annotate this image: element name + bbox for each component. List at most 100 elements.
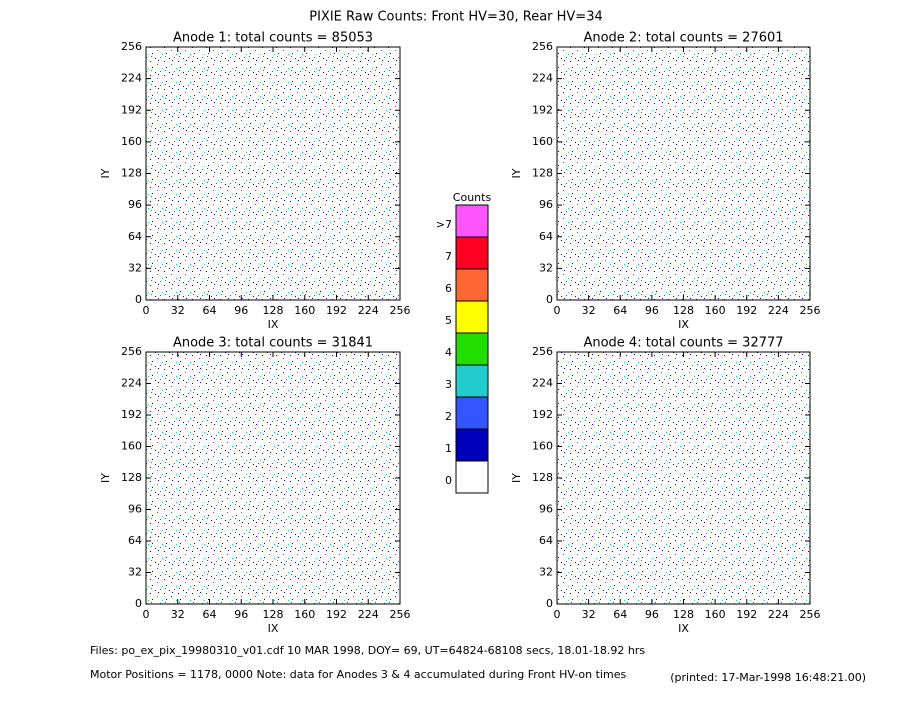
y-tick-label: 192 [121, 103, 142, 116]
x-axis-label: IX [268, 622, 279, 635]
x-axis-label: IX [678, 318, 689, 331]
x-tick-label: 256 [390, 304, 411, 317]
y-tick-label: 256 [532, 40, 553, 53]
x-tick-label: 256 [800, 304, 821, 317]
x-tick-label: 96 [645, 304, 659, 317]
y-tick-label: 224 [532, 72, 553, 85]
footer-files: Files: po_ex_pix_19980310_v01.cdf 10 MAR… [90, 644, 645, 657]
y-tick-label: 160 [121, 135, 142, 148]
colorbar-swatch [455, 364, 489, 398]
x-tick-label: 160 [705, 608, 726, 621]
x-tick-label: 128 [263, 304, 284, 317]
x-tick-label: 64 [203, 304, 217, 317]
y-tick-label: 0 [135, 293, 142, 306]
x-tick-label: 0 [143, 304, 150, 317]
y-tick-label: 64 [539, 230, 553, 243]
y-tick-label: 96 [539, 198, 553, 211]
panel-title: Anode 1: total counts = 85053 [173, 31, 373, 46]
x-tick-label: 64 [203, 608, 217, 621]
y-tick-label: 256 [532, 345, 553, 358]
heatmap-area [145, 351, 401, 605]
colorbar-label: 3 [445, 378, 452, 391]
x-tick-label: 192 [326, 608, 347, 621]
x-tick-label: 192 [736, 304, 757, 317]
y-tick-label: 224 [121, 377, 142, 390]
x-tick-label: 160 [294, 608, 315, 621]
x-tick-label: 128 [673, 608, 694, 621]
colorbar-swatch [455, 236, 489, 270]
x-tick-label: 160 [705, 304, 726, 317]
y-tick-label: 32 [539, 566, 553, 579]
x-axis-label: IX [268, 318, 279, 331]
colorbar-title: Counts [453, 191, 492, 204]
colorbar-label: 2 [445, 410, 452, 423]
panel-title: Anode 4: total counts = 32777 [583, 336, 783, 351]
x-tick-label: 32 [171, 304, 185, 317]
y-axis-label: IY [510, 473, 523, 483]
y-tick-label: 0 [546, 293, 553, 306]
y-tick-label: 96 [128, 198, 142, 211]
x-tick-label: 64 [613, 304, 627, 317]
colorbar-label: 1 [445, 442, 452, 455]
y-tick-label: 96 [539, 503, 553, 516]
colorbar-swatch [455, 204, 489, 238]
y-tick-label: 64 [539, 534, 553, 547]
x-tick-label: 256 [390, 608, 411, 621]
y-tick-label: 224 [121, 72, 142, 85]
x-tick-label: 96 [234, 304, 248, 317]
x-tick-label: 128 [673, 304, 694, 317]
y-tick-label: 64 [128, 534, 142, 547]
colorbar-swatch [455, 300, 489, 334]
y-axis-label: IY [99, 473, 112, 483]
page-title: PIXIE Raw Counts: Front HV=30, Rear HV=3… [309, 10, 603, 25]
x-tick-label: 224 [768, 304, 789, 317]
colorbar-label: 6 [445, 282, 452, 295]
footer-printed: (printed: 17-Mar-1998 16:48:21.00) [670, 671, 866, 684]
x-tick-label: 256 [800, 608, 821, 621]
x-tick-label: 0 [554, 608, 561, 621]
colorbar-label: 5 [445, 314, 452, 327]
heatmap-area [556, 46, 811, 301]
colorbar-swatch [455, 428, 489, 462]
colorbar-swatch [455, 396, 489, 430]
x-tick-label: 0 [554, 304, 561, 317]
y-tick-label: 128 [532, 471, 553, 484]
y-tick-label: 256 [121, 345, 142, 358]
colorbar-swatch [455, 268, 489, 302]
heatmap-area [556, 351, 811, 605]
x-tick-label: 192 [326, 304, 347, 317]
x-tick-label: 64 [613, 608, 627, 621]
y-tick-label: 224 [532, 377, 553, 390]
panel-title: Anode 3: total counts = 31841 [173, 336, 373, 351]
y-tick-label: 0 [546, 597, 553, 610]
panel-title: Anode 2: total counts = 27601 [583, 31, 783, 46]
y-tick-label: 96 [128, 503, 142, 516]
y-tick-label: 192 [121, 408, 142, 421]
x-tick-label: 224 [768, 608, 789, 621]
colorbar-label: >7 [436, 218, 452, 231]
colorbar-label: 7 [445, 250, 452, 263]
y-tick-label: 32 [128, 261, 142, 274]
y-tick-label: 128 [532, 167, 553, 180]
colorbar-swatch [455, 460, 489, 494]
footer-motor: Motor Positions = 1178, 0000 Note: data … [90, 668, 626, 681]
x-tick-label: 224 [358, 304, 379, 317]
x-tick-label: 96 [645, 608, 659, 621]
y-tick-label: 0 [135, 597, 142, 610]
x-tick-label: 128 [263, 608, 284, 621]
heatmap-area [145, 46, 401, 301]
y-tick-label: 192 [532, 103, 553, 116]
x-tick-label: 0 [143, 608, 150, 621]
x-tick-label: 32 [582, 304, 596, 317]
colorbar-label: 0 [445, 474, 452, 487]
x-tick-label: 32 [582, 608, 596, 621]
x-tick-label: 192 [736, 608, 757, 621]
y-tick-label: 192 [532, 408, 553, 421]
y-tick-label: 160 [532, 135, 553, 148]
y-tick-label: 128 [121, 471, 142, 484]
y-tick-label: 128 [121, 167, 142, 180]
y-tick-label: 160 [121, 440, 142, 453]
x-tick-label: 96 [234, 608, 248, 621]
y-tick-label: 32 [128, 566, 142, 579]
